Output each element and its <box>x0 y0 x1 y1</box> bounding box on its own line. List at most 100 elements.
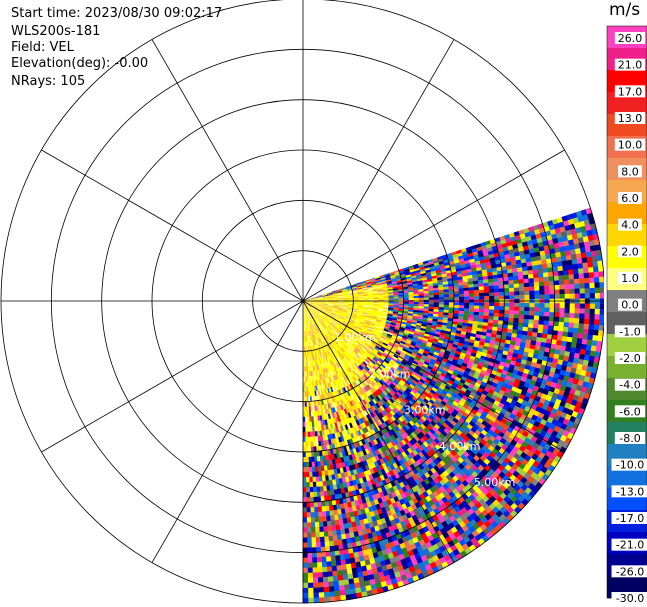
velocity-gate <box>404 455 411 462</box>
velocity-gate <box>348 390 353 396</box>
velocity-gate <box>427 352 434 357</box>
velocity-gate <box>526 240 534 246</box>
velocity-gate <box>345 380 350 387</box>
velocity-gate <box>358 335 364 340</box>
velocity-gate <box>413 309 419 313</box>
velocity-gate <box>463 284 469 289</box>
velocity-gate <box>564 289 571 295</box>
velocity-gate <box>506 328 513 334</box>
velocity-gate <box>335 313 341 317</box>
velocity-gate <box>391 421 398 428</box>
velocity-gate <box>387 283 393 287</box>
velocity-gate <box>382 397 388 403</box>
velocity-gate <box>357 306 364 309</box>
velocity-gate <box>368 418 374 425</box>
velocity-gate <box>327 294 333 296</box>
velocity-gate <box>569 293 576 299</box>
velocity-gate <box>384 325 391 330</box>
velocity-gate <box>469 258 476 264</box>
velocity-gate <box>406 471 413 479</box>
velocity-gate <box>464 417 472 425</box>
velocity-gate <box>432 280 439 284</box>
velocity-gate <box>546 361 553 368</box>
velocity-gate <box>437 367 444 373</box>
velocity-gate <box>426 276 433 280</box>
velocity-gate <box>421 277 428 281</box>
velocity-gate <box>451 346 458 352</box>
velocity-gate <box>318 301 324 303</box>
velocity-gate <box>355 354 361 360</box>
velocity-gate <box>393 330 400 335</box>
velocity-gate <box>566 361 574 368</box>
velocity-gate <box>460 423 467 431</box>
velocity-gate <box>343 302 349 304</box>
velocity-gate <box>374 324 380 328</box>
velocity-gate <box>311 313 315 319</box>
velocity-gate <box>457 392 465 399</box>
velocity-gate <box>314 317 319 322</box>
velocity-gate <box>436 405 443 412</box>
velocity-gate <box>442 397 449 404</box>
velocity-gate <box>347 294 354 296</box>
velocity-gate <box>446 417 453 424</box>
velocity-gate <box>313 323 317 329</box>
velocity-gate <box>312 318 315 324</box>
velocity-gate <box>338 299 344 301</box>
velocity-gate <box>459 334 466 339</box>
velocity-gate <box>410 271 416 275</box>
velocity-gate <box>383 415 390 422</box>
velocity-gate <box>578 353 586 361</box>
velocity-gate <box>331 328 337 334</box>
velocity-gate <box>485 413 493 421</box>
velocity-gate <box>587 360 595 368</box>
velocity-gate <box>414 478 421 486</box>
velocity-gate <box>563 322 570 328</box>
velocity-gate <box>344 357 349 363</box>
velocity-gate <box>388 292 394 295</box>
velocity-gate <box>340 325 346 329</box>
velocity-gate <box>328 325 333 330</box>
velocity-gate <box>509 360 517 366</box>
velocity-gate <box>453 288 460 292</box>
velocity-gate <box>432 257 439 262</box>
velocity-gate <box>356 338 362 343</box>
velocity-gate <box>356 285 363 288</box>
velocity-gate <box>422 363 429 369</box>
velocity-gate <box>541 236 548 243</box>
velocity-gate <box>438 309 445 313</box>
velocity-gate <box>372 286 378 290</box>
velocity-gate <box>328 366 333 372</box>
velocity-gate <box>417 350 424 355</box>
velocity-gate <box>564 303 571 309</box>
velocity-gate <box>314 311 319 315</box>
velocity-gate <box>391 381 398 387</box>
velocity-gate <box>523 249 531 255</box>
velocity-gate <box>396 337 402 342</box>
velocity-gate <box>332 308 338 311</box>
velocity-gate <box>554 284 560 290</box>
velocity-gate <box>438 410 445 417</box>
velocity-gate <box>576 338 583 345</box>
velocity-gate <box>354 355 360 361</box>
velocity-gate <box>516 263 523 269</box>
velocity-gate <box>403 301 410 304</box>
velocity-gate <box>367 407 373 414</box>
velocity-gate <box>338 319 344 323</box>
velocity-gate <box>356 328 362 333</box>
velocity-gate <box>525 378 532 385</box>
velocity-gate <box>317 305 323 308</box>
velocity-gate <box>473 308 480 313</box>
velocity-gate <box>425 386 432 392</box>
velocity-gate <box>355 338 361 344</box>
velocity-gate <box>436 321 443 326</box>
velocity-gate <box>405 534 413 542</box>
velocity-gate <box>312 302 319 305</box>
velocity-gate <box>559 246 566 253</box>
velocity-gate <box>338 378 343 384</box>
velocity-gate <box>352 307 359 310</box>
velocity-gate <box>408 420 415 427</box>
velocity-gate <box>364 334 370 339</box>
velocity-gate <box>514 255 521 261</box>
velocity-gate <box>518 367 525 373</box>
velocity-gate <box>397 312 404 315</box>
